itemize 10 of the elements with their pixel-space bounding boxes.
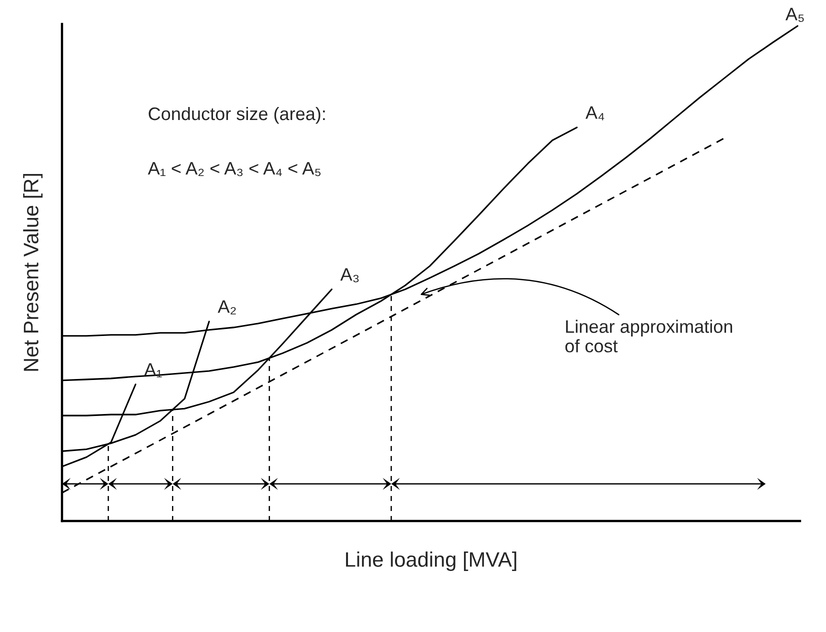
series-label: A₁ [144,363,162,378]
y-axis-title: Net Present Value [R] [23,174,43,371]
series-label: A₄ [586,106,604,120]
series-label: A₂ [218,300,236,314]
x-axis-title: Line loading [MVA] [346,552,516,571]
annotation: A₁ < A₂ < A₃ < A₄ < A₅ [148,162,321,176]
annotation: Conductor size (area): [148,106,325,124]
series-label: A₃ [340,268,359,282]
series-label: A₅ [785,8,804,22]
annotation: Linear approximation of cost [565,320,732,352]
